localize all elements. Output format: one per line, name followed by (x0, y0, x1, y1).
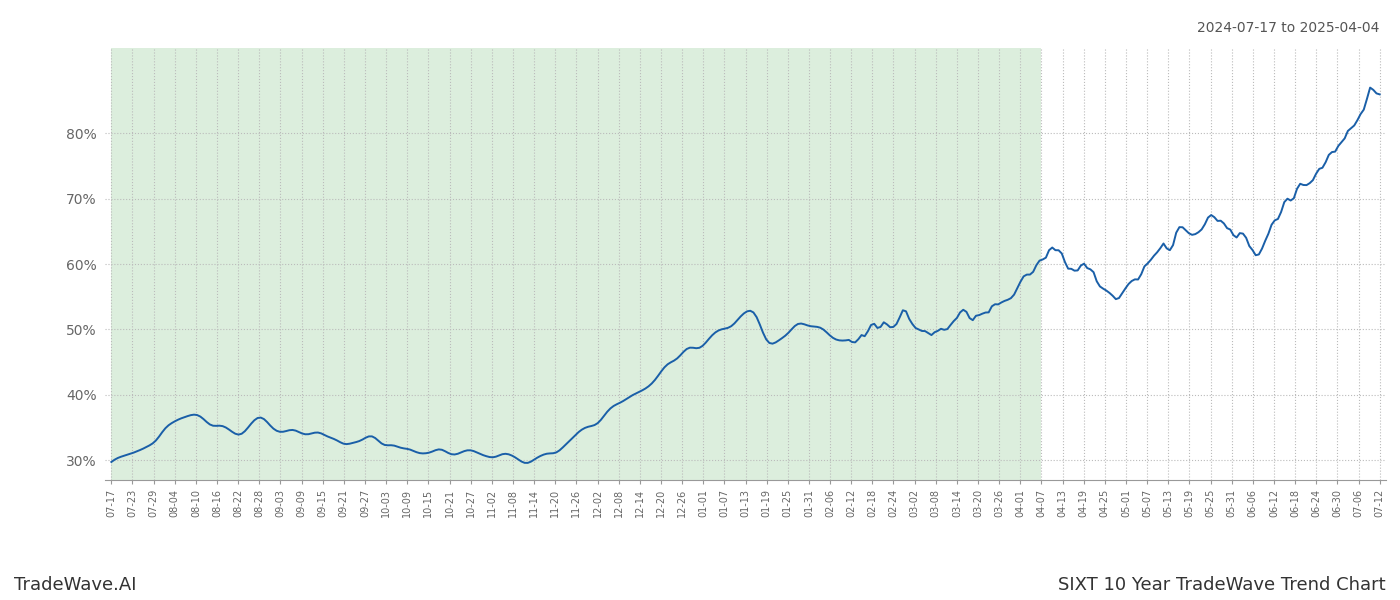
Text: SIXT 10 Year TradeWave Trend Chart: SIXT 10 Year TradeWave Trend Chart (1058, 576, 1386, 594)
Bar (112, 48, 1042, 480)
Text: TradeWave.AI: TradeWave.AI (14, 576, 137, 594)
Text: 2024-07-17 to 2025-04-04: 2024-07-17 to 2025-04-04 (1197, 21, 1379, 35)
